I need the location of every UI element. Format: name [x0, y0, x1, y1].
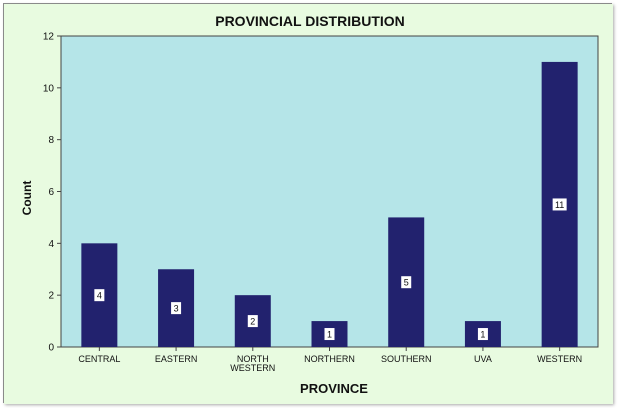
data-label: 1	[480, 330, 485, 340]
x-tick-label: UVA	[474, 354, 492, 364]
y-tick-label: 2	[48, 291, 54, 302]
data-label-box	[324, 328, 335, 341]
data-label-box	[247, 315, 258, 328]
data-label: 2	[250, 317, 255, 327]
x-tick-label: EASTERN	[155, 354, 198, 364]
y-tick-label: 4	[48, 239, 54, 250]
chart-frame: PROVINCIAL DISTRIBUTION 0 2 4 6 8 10 12 CENTRA…	[3, 3, 613, 404]
chart-title: PROVINCIAL DISTRIBUTION	[215, 13, 405, 29]
x-tick-label: CENTRAL	[78, 354, 120, 364]
y-axis-title: Count	[20, 181, 34, 216]
x-tick-label: SOUTHERN	[381, 354, 432, 364]
data-label: 3	[174, 304, 179, 314]
x-tick-label: NORTHERN	[304, 354, 355, 364]
x-axis-title: PROVINCE	[300, 381, 368, 396]
data-label-box	[477, 328, 488, 341]
plot-area	[60, 35, 599, 348]
data-label: 5	[404, 278, 409, 288]
y-tick-label: 6	[48, 187, 54, 198]
y-tick-label: 8	[48, 135, 54, 146]
data-label-box	[401, 276, 412, 289]
x-tick-label: WESTERN	[537, 354, 582, 364]
data-label-box	[94, 289, 105, 302]
data-label: 4	[97, 291, 102, 301]
x-axis: CENTRAL EASTERN NORTH WESTERN NORTHERN SOUTHE…	[78, 347, 582, 373]
x-tick-label: NORTH WESTERN	[230, 354, 275, 373]
data-label-box	[552, 198, 567, 211]
data-label: 11	[555, 200, 564, 210]
y-tick-label: 12	[43, 32, 55, 43]
y-tick-label: 10	[43, 83, 55, 94]
data-label-box	[171, 302, 182, 315]
data-label: 1	[327, 330, 332, 340]
y-tick-label: 0	[48, 343, 54, 354]
y-axis: 0 2 4 6 8 10 12	[43, 32, 61, 354]
